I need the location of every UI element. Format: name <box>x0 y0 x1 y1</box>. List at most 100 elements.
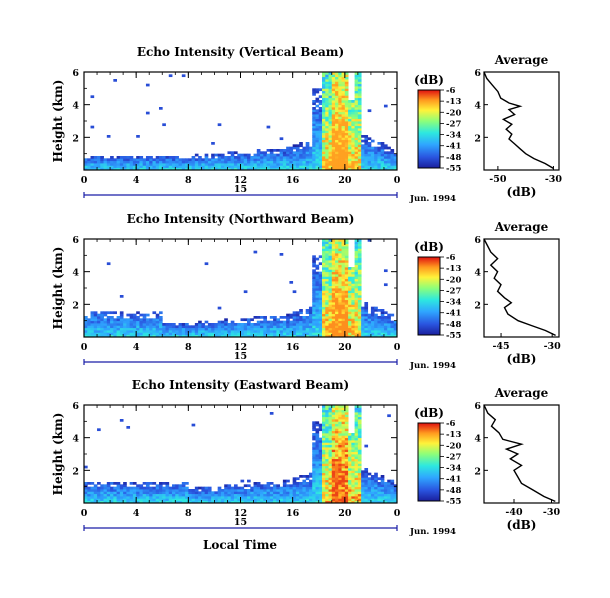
heatmap-cell <box>328 470 333 474</box>
heatmap-cell <box>341 444 346 448</box>
heatmap-cell <box>344 114 349 117</box>
heatmap-cell <box>361 327 365 331</box>
heatmap-cell <box>318 316 323 319</box>
heatmap-cell <box>367 137 372 141</box>
heatmap-cell <box>243 484 248 488</box>
heatmap-cell <box>390 163 395 166</box>
heatmap-cell <box>338 316 342 319</box>
heatmap-cell <box>90 313 95 317</box>
heatmap-cell <box>315 482 320 485</box>
heatmap-cell <box>247 167 251 171</box>
heatmap-cell <box>312 444 316 448</box>
heatmap-cell <box>318 454 323 457</box>
heatmap-cell <box>233 493 238 497</box>
heatmap-cell <box>370 327 375 331</box>
heatmap-cell <box>214 493 219 497</box>
heatmap-cell <box>100 311 104 315</box>
heatmap-cell <box>351 500 356 504</box>
heatmap-cell <box>214 158 219 162</box>
heatmap-cell <box>312 302 316 305</box>
heatmap-cell <box>328 297 333 301</box>
heatmap-cell <box>331 276 336 280</box>
heatmap-cell <box>305 158 310 162</box>
heatmap-cell <box>185 498 189 502</box>
heatmap-cell <box>263 318 267 322</box>
heatmap-cell <box>318 498 323 502</box>
heatmap-cell <box>325 97 329 101</box>
heatmap-cell <box>312 278 316 282</box>
heatmap-cell <box>207 163 212 166</box>
colorbar-label: -6 <box>446 86 456 96</box>
heatmap-cell <box>328 109 333 113</box>
heatmap-cell <box>247 484 251 488</box>
heatmap-cell <box>357 81 362 85</box>
heatmap-cell <box>322 451 326 455</box>
heatmap-cell <box>315 444 320 448</box>
heatmap-cell <box>289 484 294 488</box>
heatmap-cell <box>318 311 323 315</box>
heatmap-cell <box>276 153 281 157</box>
heatmap-cell <box>224 493 228 497</box>
heatmap-cell <box>318 458 323 462</box>
heatmap-cell <box>256 482 261 485</box>
heatmap-cell <box>331 271 336 275</box>
heatmap-cell <box>315 278 320 282</box>
heatmap-cell <box>227 163 232 166</box>
heatmap-cell <box>348 114 352 117</box>
heatmap-cell <box>256 325 261 329</box>
heatmap-cell <box>335 444 339 448</box>
heatmap-cell <box>335 496 339 499</box>
heatmap-cell <box>335 90 339 94</box>
date-day-label: 15 <box>234 184 247 195</box>
heatmap-cell <box>367 142 372 145</box>
heatmap-cell <box>335 475 339 478</box>
heatmap-cell <box>357 144 362 148</box>
heatmap-cell <box>364 316 369 319</box>
heatmap-cell <box>331 250 336 254</box>
heatmap-cell <box>348 130 352 134</box>
heatmap-cell <box>116 332 121 336</box>
heatmap-cell <box>328 79 333 82</box>
heatmap-cell <box>204 320 209 324</box>
heatmap-cell <box>103 325 108 329</box>
heatmap-cell <box>325 290 329 294</box>
heatmap-cell <box>374 477 378 481</box>
heatmap-cell <box>335 250 339 254</box>
heatmap-cell <box>315 477 320 481</box>
heatmap-cell <box>100 318 104 322</box>
heatmap-cell <box>233 330 238 333</box>
heatmap-cell <box>331 449 336 453</box>
heatmap-cell <box>357 153 362 157</box>
heatmap-cell <box>325 498 329 502</box>
heatmap-cell <box>367 486 372 490</box>
heatmap-cell <box>256 486 261 490</box>
heatmap-cell <box>165 486 170 490</box>
heatmap-cell <box>315 165 320 169</box>
heatmap-cell <box>377 153 382 157</box>
heatmap-cell <box>325 114 329 117</box>
heatmap-cell <box>289 491 294 495</box>
heatmap-cell <box>341 100 346 103</box>
heatmap-cell <box>338 72 342 75</box>
heatmap-cell <box>132 165 137 169</box>
heatmap-cell <box>344 167 349 171</box>
heatmap-cell <box>217 323 222 326</box>
heatmap-cell <box>308 500 313 504</box>
heatmap-cell <box>84 486 88 490</box>
heatmap-cell <box>387 484 391 488</box>
heatmap-cell <box>188 327 192 331</box>
heatmap-cell <box>328 276 333 280</box>
heatmap-cell <box>312 121 316 124</box>
heatmap-cell <box>305 156 310 159</box>
heatmap-cell <box>292 334 297 338</box>
heatmap-cell <box>348 137 352 141</box>
heatmap-cell <box>113 311 117 315</box>
heatmap-cell <box>305 334 310 338</box>
heatmap-cell <box>315 493 320 497</box>
heatmap-cell <box>149 165 153 169</box>
heatmap-cell <box>331 262 336 266</box>
heatmap-cell <box>328 285 333 289</box>
heatmap-cell <box>322 90 326 94</box>
heatmap-cell <box>370 489 375 492</box>
heatmap-cell <box>367 239 372 242</box>
